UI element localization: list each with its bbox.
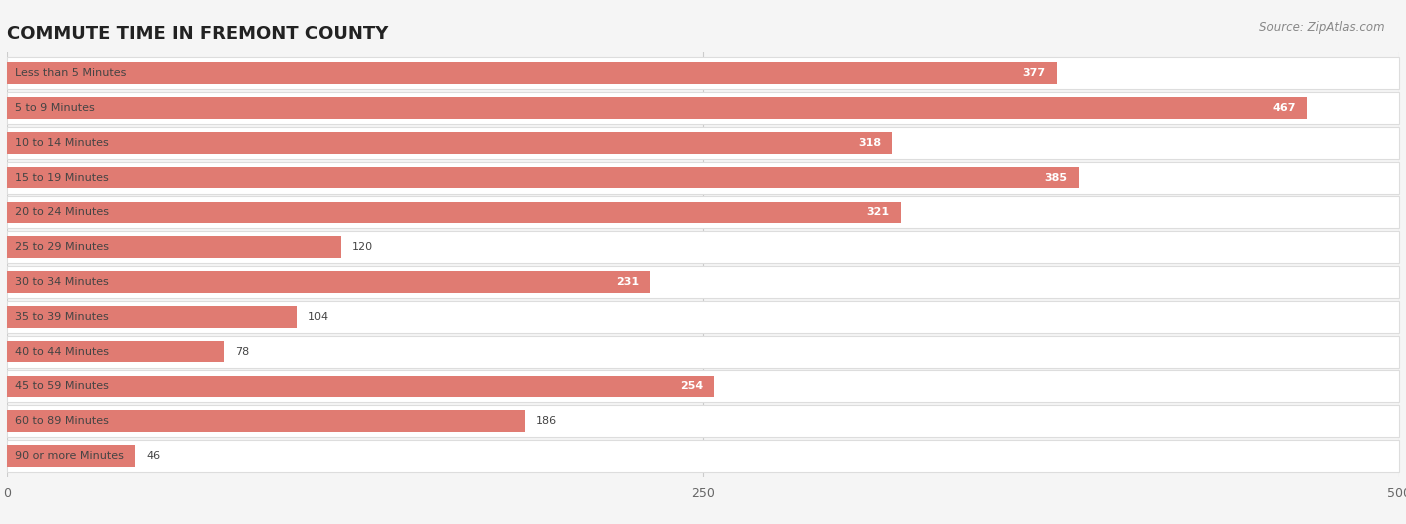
Bar bbox=[7, 376, 714, 397]
Text: 45 to 59 Minutes: 45 to 59 Minutes bbox=[15, 381, 110, 391]
Text: Source: ZipAtlas.com: Source: ZipAtlas.com bbox=[1260, 21, 1385, 34]
Text: 20 to 24 Minutes: 20 to 24 Minutes bbox=[15, 208, 110, 217]
Bar bbox=[7, 196, 1399, 228]
Bar bbox=[7, 62, 1056, 84]
Text: 467: 467 bbox=[1272, 103, 1296, 113]
Text: 25 to 29 Minutes: 25 to 29 Minutes bbox=[15, 242, 110, 252]
Text: Less than 5 Minutes: Less than 5 Minutes bbox=[15, 68, 127, 78]
Bar bbox=[7, 236, 342, 258]
Text: 5 to 9 Minutes: 5 to 9 Minutes bbox=[15, 103, 96, 113]
Bar bbox=[7, 445, 135, 467]
Bar bbox=[7, 301, 1399, 333]
Bar bbox=[7, 341, 224, 363]
Text: 120: 120 bbox=[353, 242, 374, 252]
Bar bbox=[7, 161, 1399, 194]
Bar bbox=[7, 335, 1399, 368]
Bar bbox=[7, 167, 1078, 189]
Bar bbox=[7, 410, 524, 432]
Text: 46: 46 bbox=[146, 451, 160, 461]
Text: 231: 231 bbox=[616, 277, 638, 287]
Bar bbox=[7, 405, 1399, 437]
Bar bbox=[7, 440, 1399, 472]
Bar bbox=[7, 202, 901, 223]
Bar bbox=[7, 97, 1308, 119]
Text: 321: 321 bbox=[866, 208, 890, 217]
Text: 10 to 14 Minutes: 10 to 14 Minutes bbox=[15, 138, 110, 148]
Text: 385: 385 bbox=[1045, 172, 1067, 183]
Text: 318: 318 bbox=[858, 138, 882, 148]
Text: COMMUTE TIME IN FREMONT COUNTY: COMMUTE TIME IN FREMONT COUNTY bbox=[7, 25, 388, 42]
Bar bbox=[7, 370, 1399, 402]
Bar bbox=[7, 132, 893, 154]
Text: 104: 104 bbox=[308, 312, 329, 322]
Text: 90 or more Minutes: 90 or more Minutes bbox=[15, 451, 124, 461]
Text: 40 to 44 Minutes: 40 to 44 Minutes bbox=[15, 346, 110, 357]
Text: 377: 377 bbox=[1022, 68, 1046, 78]
Text: 60 to 89 Minutes: 60 to 89 Minutes bbox=[15, 416, 110, 426]
Text: 254: 254 bbox=[679, 381, 703, 391]
Text: 35 to 39 Minutes: 35 to 39 Minutes bbox=[15, 312, 110, 322]
Bar bbox=[7, 271, 650, 293]
Bar bbox=[7, 57, 1399, 89]
Bar bbox=[7, 266, 1399, 298]
Bar bbox=[7, 231, 1399, 263]
Bar bbox=[7, 127, 1399, 159]
Bar bbox=[7, 306, 297, 328]
Text: 15 to 19 Minutes: 15 to 19 Minutes bbox=[15, 172, 110, 183]
Text: 30 to 34 Minutes: 30 to 34 Minutes bbox=[15, 277, 110, 287]
Text: 78: 78 bbox=[235, 346, 249, 357]
Text: 186: 186 bbox=[536, 416, 557, 426]
Bar bbox=[7, 92, 1399, 124]
